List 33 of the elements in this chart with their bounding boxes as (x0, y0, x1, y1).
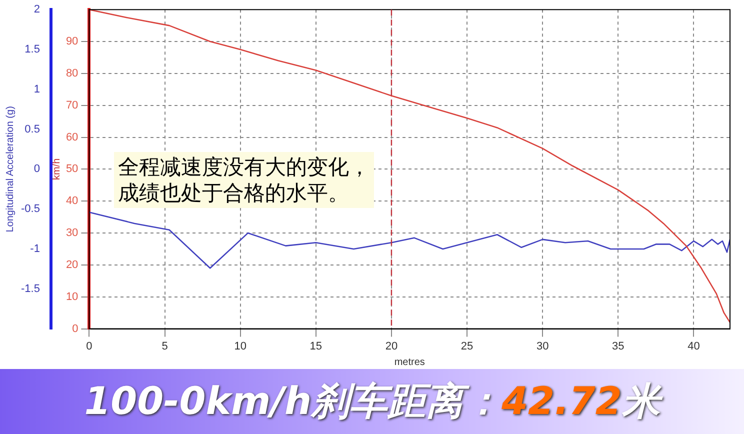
x-axis-title: metres (394, 356, 425, 368)
y2-tick-label: -0.5 (20, 203, 40, 216)
y-tick-label: 50 (66, 163, 78, 176)
y-tick-label: 0 (72, 322, 78, 335)
y2-tick-label: 1.5 (24, 44, 40, 56)
annotation: 全程减速度没有大的变化， (118, 155, 370, 179)
y-tick-label: 40 (66, 195, 78, 208)
x-tick-label: 0 (86, 340, 92, 352)
x-tick-label: 30 (536, 340, 549, 352)
y2-tick-label: 0.5 (24, 123, 40, 136)
y-tick-label: 30 (66, 227, 78, 240)
x-tick-label: 25 (460, 340, 474, 352)
y-tick-label: 20 (66, 258, 78, 271)
y-tick-label: 10 (66, 290, 78, 303)
x-tick-label: 40 (688, 340, 700, 352)
y2-axis-title: Longitudinal Acceleration (g) (4, 106, 16, 232)
y-tick-label: 70 (66, 99, 78, 112)
y2-tick-label: -1.5 (20, 282, 40, 295)
x-tick-label: 20 (385, 340, 398, 352)
y-tick-label: 90 (66, 36, 78, 48)
y2-tick-label: 2 (34, 4, 40, 16)
y-tick-label: 60 (66, 131, 78, 144)
text: 100-0km/h刹车距离：42.72米 (0, 369, 744, 434)
y2-tick-label: 0 (34, 163, 40, 176)
x-tick-label: 15 (310, 340, 322, 352)
y2-tick-label: -1 (30, 243, 40, 256)
y-axis-title: km/h (52, 158, 63, 180)
x-tick-label: 5 (162, 340, 168, 352)
y-tick-label: 80 (66, 67, 78, 80)
x-tick-label: 35 (612, 340, 624, 352)
annotation: 成绩也处于合格的水平。 (118, 181, 349, 205)
y2-tick-label: 1 (34, 83, 40, 96)
x-tick-label: 10 (234, 340, 246, 352)
